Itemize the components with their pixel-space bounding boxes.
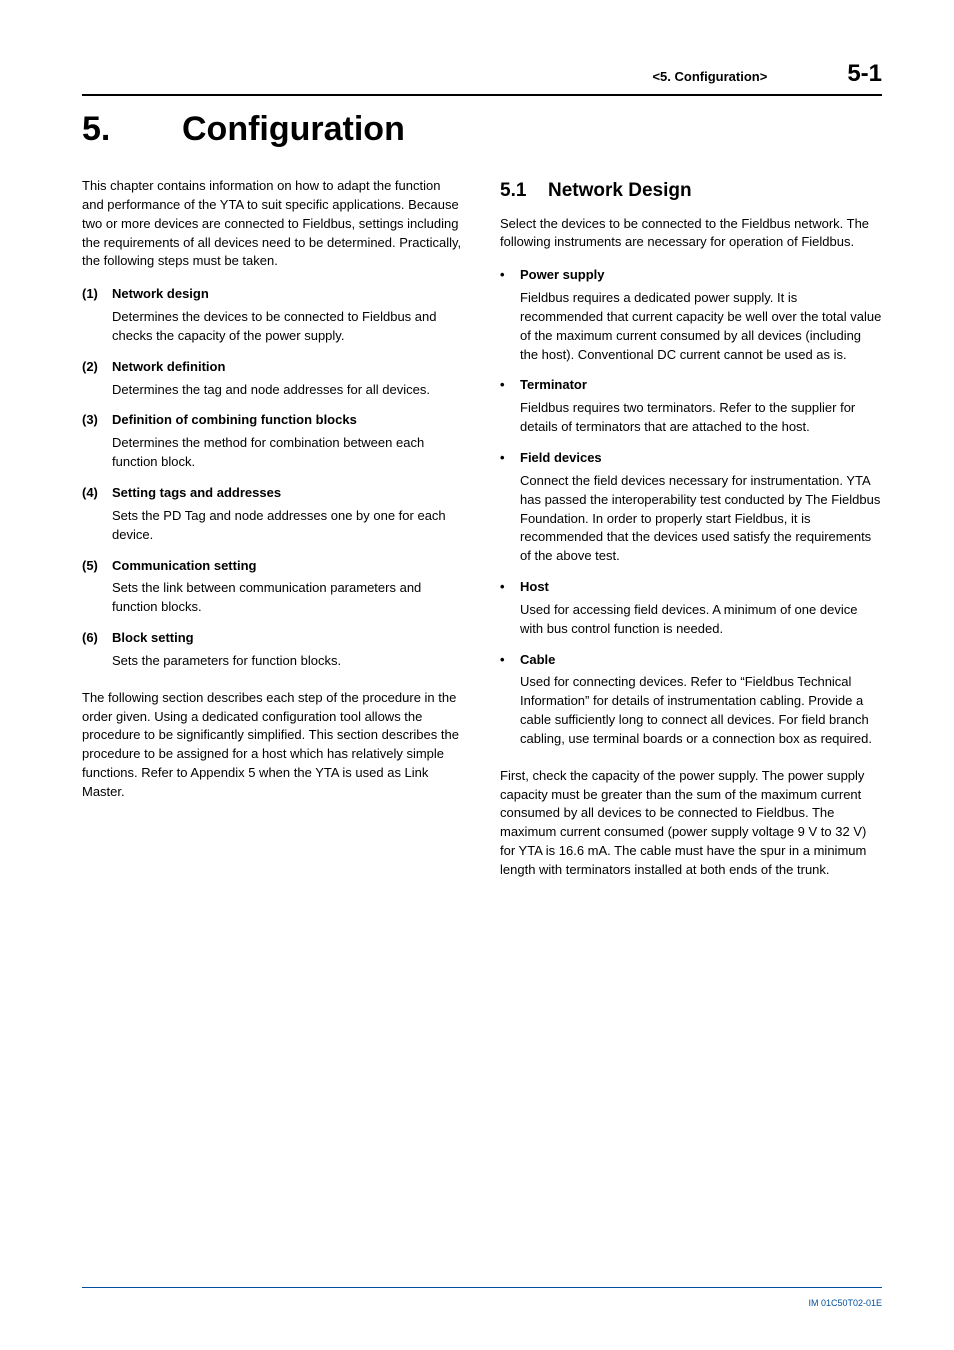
step-heading: (2) Network definition bbox=[82, 358, 464, 377]
intro-paragraph: This chapter contains information on how… bbox=[82, 177, 464, 271]
step-block: (3) Definition of combining function blo… bbox=[82, 411, 464, 472]
step-heading: (3) Definition of combining function blo… bbox=[82, 411, 464, 430]
step-title: Setting tags and addresses bbox=[112, 484, 281, 503]
bullet-title: Power supply bbox=[520, 266, 605, 285]
bullet-heading: • Power supply bbox=[500, 266, 882, 285]
step-title: Network design bbox=[112, 285, 209, 304]
bullet-body: Connect the field devices necessary for … bbox=[500, 472, 882, 566]
section-number: 5.1 bbox=[500, 177, 548, 205]
bullet-body: Used for accessing field devices. A mini… bbox=[500, 601, 882, 639]
section-intro: Select the devices to be connected to th… bbox=[500, 215, 882, 253]
page: <5. Configuration> 5-1 5.Configuration T… bbox=[0, 0, 954, 1350]
step-number: (3) bbox=[82, 411, 112, 430]
bullet-dot-icon: • bbox=[500, 449, 520, 468]
step-block: (5) Communication setting Sets the link … bbox=[82, 557, 464, 618]
left-column: This chapter contains information on how… bbox=[82, 177, 464, 880]
chapter-title: 5.Configuration bbox=[82, 110, 882, 149]
bullet-block: • Power supply Fieldbus requires a dedic… bbox=[500, 266, 882, 364]
step-heading: (1) Network design bbox=[82, 285, 464, 304]
bullet-block: • Terminator Fieldbus requires two termi… bbox=[500, 376, 882, 437]
step-body: Sets the link between communication para… bbox=[82, 579, 464, 617]
bullet-block: • Field devices Connect the field device… bbox=[500, 449, 882, 566]
bullet-title: Field devices bbox=[520, 449, 602, 468]
footer-doc-id: IM 01C50T02-01E bbox=[808, 1298, 882, 1308]
step-body: Determines the devices to be connected t… bbox=[82, 308, 464, 346]
right-column: 5.1Network Design Select the devices to … bbox=[500, 177, 882, 880]
bullet-body: Used for connecting devices. Refer to “F… bbox=[500, 673, 882, 748]
step-body: Sets the PD Tag and node addresses one b… bbox=[82, 507, 464, 545]
step-block: (1) Network design Determines the device… bbox=[82, 285, 464, 346]
step-title: Communication setting bbox=[112, 557, 256, 576]
bullet-block: • Host Used for accessing field devices.… bbox=[500, 578, 882, 639]
header-chapter-label: <5. Configuration> bbox=[652, 69, 767, 84]
step-body: Determines the method for combination be… bbox=[82, 434, 464, 472]
bullet-heading: • Terminator bbox=[500, 376, 882, 395]
bullet-dot-icon: • bbox=[500, 266, 520, 285]
step-title: Definition of combining function blocks bbox=[112, 411, 357, 430]
bullet-title: Host bbox=[520, 578, 549, 597]
bullet-title: Terminator bbox=[520, 376, 587, 395]
step-heading: (5) Communication setting bbox=[82, 557, 464, 576]
step-block: (2) Network definition Determines the ta… bbox=[82, 358, 464, 400]
section-title: Network Design bbox=[548, 180, 692, 201]
bullet-heading: • Cable bbox=[500, 651, 882, 670]
step-number: (4) bbox=[82, 484, 112, 503]
closing-paragraph-right: First, check the capacity of the power s… bbox=[500, 767, 882, 880]
bullet-block: • Cable Used for connecting devices. Ref… bbox=[500, 651, 882, 749]
chapter-number: 5. bbox=[82, 110, 182, 149]
bullet-dot-icon: • bbox=[500, 651, 520, 670]
bullet-dot-icon: • bbox=[500, 376, 520, 395]
page-header: <5. Configuration> 5-1 bbox=[82, 60, 882, 96]
header-page-number: 5-1 bbox=[847, 60, 882, 88]
step-number: (6) bbox=[82, 629, 112, 648]
bullet-title: Cable bbox=[520, 651, 555, 670]
content-columns: This chapter contains information on how… bbox=[82, 177, 882, 880]
section-heading: 5.1Network Design bbox=[500, 177, 882, 205]
step-body: Sets the parameters for function blocks. bbox=[82, 652, 464, 671]
step-block: (6) Block setting Sets the parameters fo… bbox=[82, 629, 464, 671]
step-heading: (6) Block setting bbox=[82, 629, 464, 648]
bullet-heading: • Host bbox=[500, 578, 882, 597]
step-number: (5) bbox=[82, 557, 112, 576]
step-heading: (4) Setting tags and addresses bbox=[82, 484, 464, 503]
step-title: Network definition bbox=[112, 358, 225, 377]
step-title: Block setting bbox=[112, 629, 194, 648]
step-block: (4) Setting tags and addresses Sets the … bbox=[82, 484, 464, 545]
closing-paragraph-left: The following section describes each ste… bbox=[82, 689, 464, 802]
bullet-heading: • Field devices bbox=[500, 449, 882, 468]
step-number: (2) bbox=[82, 358, 112, 377]
step-number: (1) bbox=[82, 285, 112, 304]
chapter-title-text: Configuration bbox=[182, 110, 405, 148]
bullet-dot-icon: • bbox=[500, 578, 520, 597]
footer-rule bbox=[82, 1287, 882, 1288]
bullet-body: Fieldbus requires a dedicated power supp… bbox=[500, 289, 882, 364]
step-body: Determines the tag and node addresses fo… bbox=[82, 381, 464, 400]
bullet-body: Fieldbus requires two terminators. Refer… bbox=[500, 399, 882, 437]
